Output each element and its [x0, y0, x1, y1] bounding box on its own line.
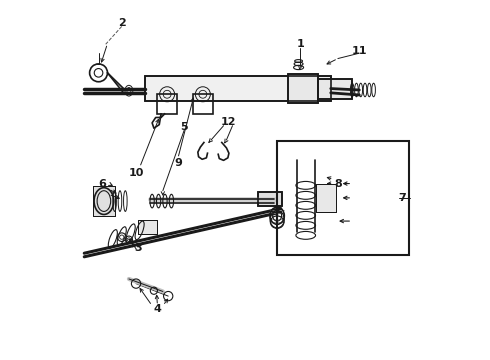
Text: 3: 3: [134, 243, 142, 253]
Text: 7: 7: [398, 193, 406, 203]
Bar: [145, 76, 331, 102]
Text: 5: 5: [180, 122, 188, 132]
Text: 1: 1: [296, 39, 304, 49]
Bar: [138, 220, 157, 234]
Text: 11: 11: [351, 46, 367, 57]
Bar: [258, 192, 282, 206]
Text: 4: 4: [153, 304, 161, 314]
Bar: [258, 192, 282, 206]
Bar: [277, 141, 409, 255]
Text: 2: 2: [118, 18, 125, 28]
Bar: [288, 74, 318, 103]
Bar: [288, 74, 318, 103]
Text: 12: 12: [221, 117, 237, 127]
Text: 8: 8: [334, 179, 342, 189]
Text: 9: 9: [174, 158, 182, 168]
Bar: [138, 220, 157, 234]
Bar: [157, 94, 177, 114]
Bar: [317, 184, 336, 212]
Text: 6: 6: [98, 179, 106, 189]
Bar: [318, 78, 352, 99]
Bar: [193, 94, 213, 114]
Bar: [145, 76, 331, 102]
Bar: [317, 184, 336, 212]
Bar: [318, 78, 352, 99]
Text: 10: 10: [128, 168, 144, 178]
Bar: [93, 186, 115, 216]
Bar: [93, 186, 115, 216]
